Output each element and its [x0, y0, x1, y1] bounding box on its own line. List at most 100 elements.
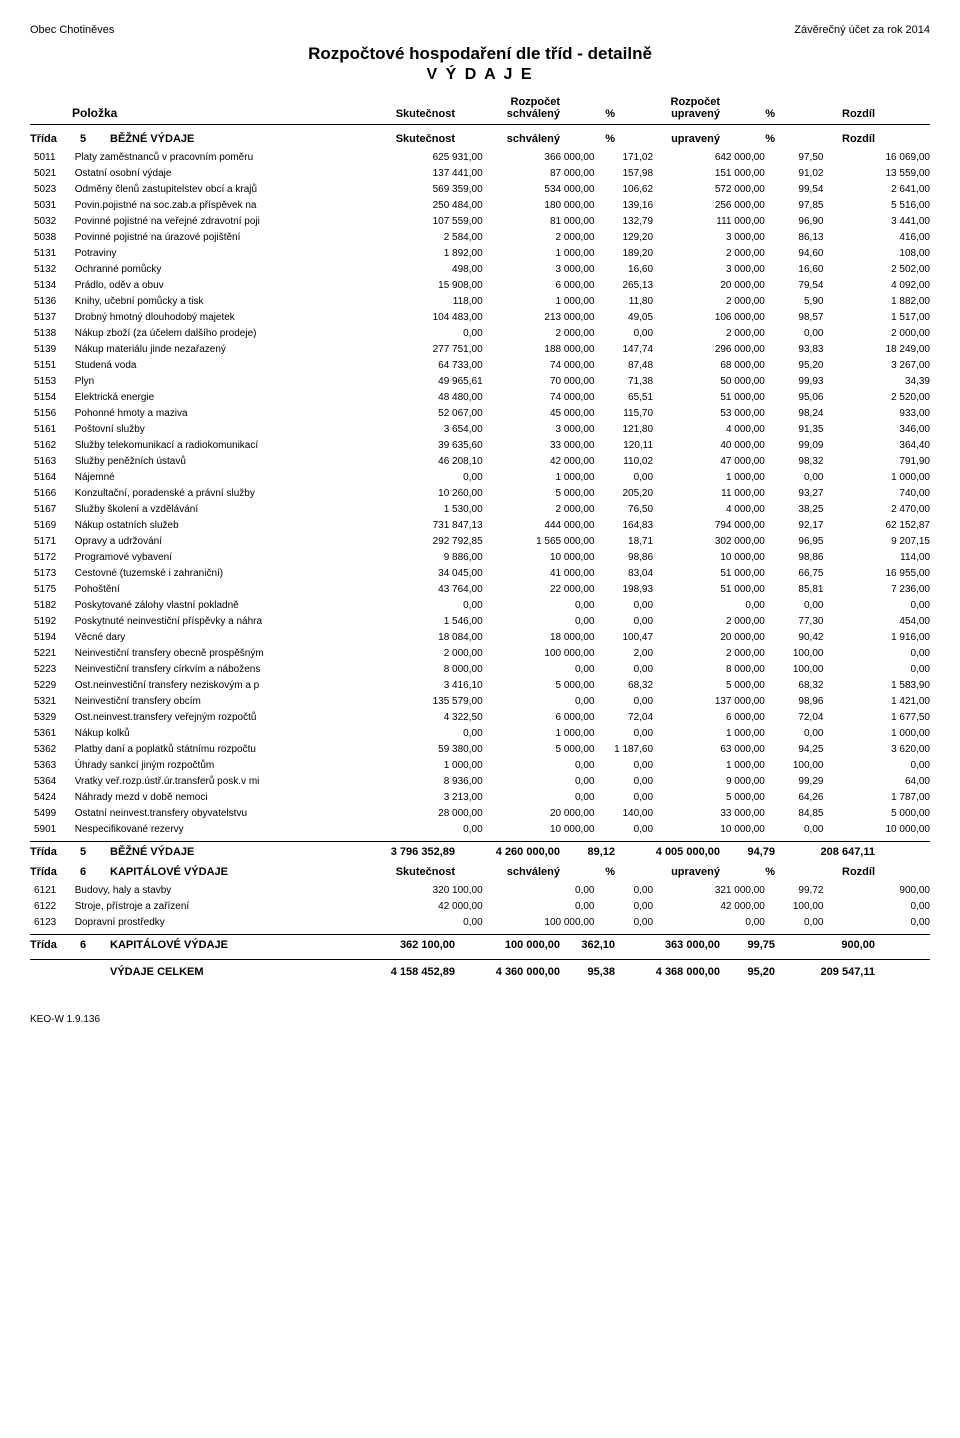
cell-uprav: 3 000,00: [653, 229, 765, 245]
class-number: 5: [80, 133, 110, 145]
cell-pct2: 100,00: [765, 661, 824, 677]
cell-pct2: 98,24: [765, 405, 824, 421]
cell-pct2: 98,96: [765, 693, 824, 709]
table-row: 5901Nespecifikované rezervy0,0010 000,00…: [30, 821, 930, 837]
cell-name: Pohoštění: [75, 581, 371, 597]
class-header-row: Třída5BĚŽNÉ VÝDAJESkutečnostschválený%up…: [30, 129, 930, 149]
class-hdr-pct1: %: [560, 866, 615, 878]
table-row: 5156Pohonné hmoty a maziva52 067,0045 00…: [30, 405, 930, 421]
cell-uprav: 47 000,00: [653, 453, 765, 469]
cell-schval: 5 000,00: [483, 677, 595, 693]
cell-pct2: 98,86: [765, 549, 824, 565]
cell-rozdil: 364,40: [823, 437, 930, 453]
cell-skut: 731 847,13: [371, 517, 483, 533]
col-schvaleny: Rozpočet schválený: [455, 96, 560, 120]
cell-uprav: 151 000,00: [653, 165, 765, 181]
cell-code: 5134: [30, 277, 75, 293]
cell-uprav: 40 000,00: [653, 437, 765, 453]
cell-pct1: 0,00: [594, 725, 653, 741]
cell-code: 5153: [30, 373, 75, 389]
cell-name: Pohonné hmoty a maziva: [75, 405, 371, 421]
cell-schval: 10 000,00: [483, 549, 595, 565]
cell-rozdil: 791,90: [823, 453, 930, 469]
cell-name: Věcné dary: [75, 629, 371, 645]
cell-schval: 100 000,00: [483, 914, 595, 930]
cell-rozdil: 4 092,00: [823, 277, 930, 293]
cell-schval: 0,00: [483, 613, 595, 629]
table-row: 5136Knihy, učební pomůcky a tisk118,001 …: [30, 293, 930, 309]
class-total-schval: 4 260 000,00: [455, 846, 560, 858]
cell-pct1: 0,00: [594, 898, 653, 914]
cell-pct2: 77,30: [765, 613, 824, 629]
class-total-uprav: 363 000,00: [615, 939, 720, 951]
table-row: 5364Vratky veř.rozp.ústř.úr.transferů po…: [30, 773, 930, 789]
cell-pct2: 91,35: [765, 421, 824, 437]
cell-code: 6121: [30, 882, 75, 898]
cell-code: 5136: [30, 293, 75, 309]
cell-name: Nákup ostatních služeb: [75, 517, 371, 533]
table-row: 5138Nákup zboží (za účelem dalšího prode…: [30, 325, 930, 341]
cell-pct1: 106,62: [594, 181, 653, 197]
cell-rozdil: 108,00: [823, 245, 930, 261]
cell-pct1: 0,00: [594, 789, 653, 805]
table-row: 5172Programové vybavení9 886,0010 000,00…: [30, 549, 930, 565]
cell-pct1: 265,13: [594, 277, 653, 293]
cell-rozdil: 3 441,00: [823, 213, 930, 229]
cell-pct1: 0,00: [594, 757, 653, 773]
cell-name: Ost.neinvest.transfery veřejným rozpočtů: [75, 709, 371, 725]
cell-schval: 0,00: [483, 597, 595, 613]
cell-schval: 180 000,00: [483, 197, 595, 213]
cell-name: Neinvestiční transfery církvím a nábožen…: [75, 661, 371, 677]
cell-code: 5156: [30, 405, 75, 421]
cell-skut: 0,00: [371, 469, 483, 485]
cell-pct1: 83,04: [594, 565, 653, 581]
cell-uprav: 2 000,00: [653, 325, 765, 341]
cell-code: 5011: [30, 149, 75, 165]
detail-table: 5011Platy zaměstnanců v pracovním poměru…: [30, 149, 930, 837]
cell-uprav: 8 000,00: [653, 661, 765, 677]
cell-uprav: 63 000,00: [653, 741, 765, 757]
cell-uprav: 1 000,00: [653, 757, 765, 773]
cell-pct1: 1 187,60: [594, 741, 653, 757]
cell-rozdil: 346,00: [823, 421, 930, 437]
class-name: KAPITÁLOVÉ VÝDAJE: [110, 866, 350, 878]
cell-name: Stroje, přístroje a zařízení: [75, 898, 371, 914]
cell-uprav: 572 000,00: [653, 181, 765, 197]
class-total-label: Třída: [30, 939, 80, 951]
table-row: 5321Neinvestiční transfery obcím135 579,…: [30, 693, 930, 709]
cell-schval: 33 000,00: [483, 437, 595, 453]
cell-skut: 104 483,00: [371, 309, 483, 325]
cell-uprav: 1 000,00: [653, 469, 765, 485]
cell-name: Konzultační, poradenské a právní služby: [75, 485, 371, 501]
cell-rozdil: 2 502,00: [823, 261, 930, 277]
cell-code: 5192: [30, 613, 75, 629]
cell-skut: 0,00: [371, 821, 483, 837]
table-row: 5221Neinvestiční transfery obecně prospě…: [30, 645, 930, 661]
class-total-pct2: 99,75: [720, 939, 775, 951]
cell-pct2: 0,00: [765, 914, 824, 930]
table-row: 5223Neinvestiční transfery církvím a náb…: [30, 661, 930, 677]
cell-skut: 0,00: [371, 914, 483, 930]
cell-pct1: 87,48: [594, 357, 653, 373]
cell-pct1: 157,98: [594, 165, 653, 181]
cell-pct2: 0,00: [765, 469, 824, 485]
table-row: 5031Povin.pojistné na soc.zab.a příspěve…: [30, 197, 930, 213]
cell-schval: 5 000,00: [483, 485, 595, 501]
class-header-row: Třída6KAPITÁLOVÉ VÝDAJESkutečnostschvále…: [30, 862, 930, 882]
col-pct2: %: [720, 108, 775, 120]
cell-name: Drobný hmotný dlouhodobý majetek: [75, 309, 371, 325]
cell-schval: 42 000,00: [483, 453, 595, 469]
cell-uprav: 302 000,00: [653, 533, 765, 549]
cell-schval: 0,00: [483, 789, 595, 805]
cell-pct2: 16,60: [765, 261, 824, 277]
class-label: Třída: [30, 133, 80, 145]
cell-rozdil: 900,00: [823, 882, 930, 898]
class-hdr-rozdil: Rozdíl: [775, 133, 875, 145]
cell-schval: 5 000,00: [483, 741, 595, 757]
table-row: 5038Povinné pojistné na úrazové pojištěn…: [30, 229, 930, 245]
cell-pct1: 0,00: [594, 914, 653, 930]
cell-skut: 0,00: [371, 325, 483, 341]
cell-skut: 2 584,00: [371, 229, 483, 245]
table-row: 5173Cestovné (tuzemské i zahraniční)34 0…: [30, 565, 930, 581]
class-total-uprav: 4 005 000,00: [615, 846, 720, 858]
